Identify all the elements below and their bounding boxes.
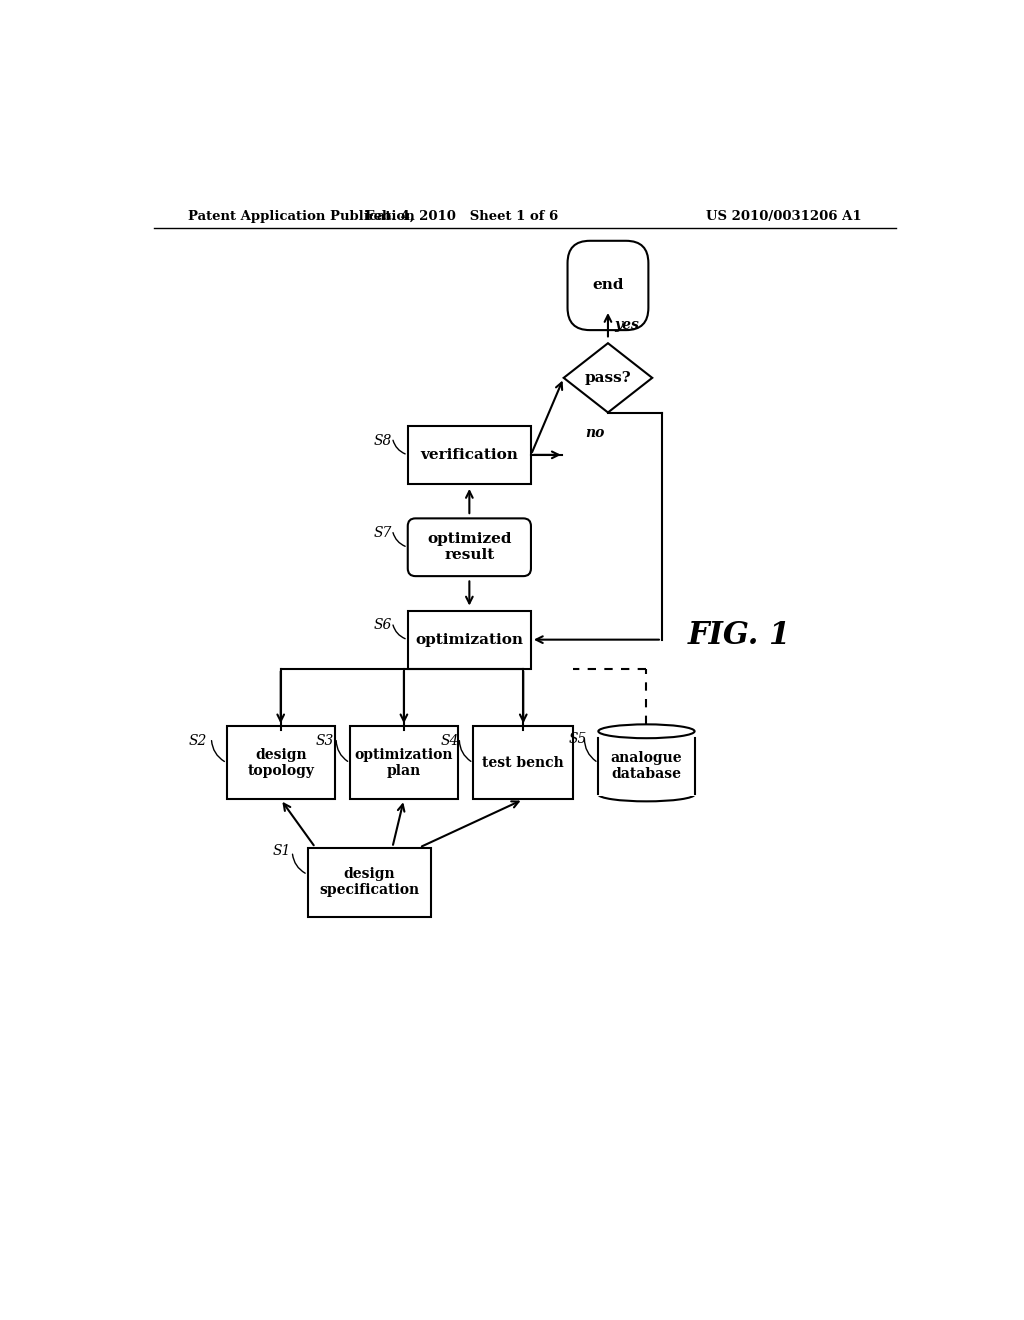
Text: FIG. 1: FIG. 1	[687, 620, 791, 651]
Text: no: no	[585, 426, 604, 441]
Text: end: end	[592, 279, 624, 293]
Text: S3: S3	[315, 734, 334, 748]
Ellipse shape	[598, 725, 694, 738]
Text: S5: S5	[569, 733, 588, 746]
Text: verification: verification	[421, 447, 518, 462]
FancyBboxPatch shape	[567, 240, 648, 330]
Text: Feb. 4, 2010   Sheet 1 of 6: Feb. 4, 2010 Sheet 1 of 6	[365, 210, 558, 223]
FancyBboxPatch shape	[408, 519, 531, 576]
Text: test bench: test bench	[482, 756, 564, 770]
Text: analogue
database: analogue database	[610, 751, 682, 781]
Text: S4: S4	[441, 734, 459, 748]
Bar	[598, 738, 694, 795]
Bar	[597, 788, 696, 796]
Text: S8: S8	[373, 434, 391, 447]
Bar	[350, 726, 458, 800]
Text: S6: S6	[373, 619, 391, 632]
Text: yes: yes	[614, 318, 639, 333]
Text: Patent Application Publication: Patent Application Publication	[188, 210, 415, 223]
Text: design
topology: design topology	[247, 747, 314, 777]
Bar	[408, 611, 531, 668]
Text: S7: S7	[373, 527, 391, 540]
Text: S2: S2	[188, 734, 207, 748]
Bar	[408, 426, 531, 483]
Bar	[226, 726, 335, 800]
Polygon shape	[563, 343, 652, 412]
Bar	[473, 726, 573, 800]
Text: optimization
plan: optimization plan	[354, 747, 454, 777]
Bar	[307, 847, 431, 917]
Text: design
specification: design specification	[319, 867, 419, 898]
Text: S1: S1	[273, 843, 292, 858]
Text: optimized
result: optimized result	[427, 532, 512, 562]
Text: US 2010/0031206 A1: US 2010/0031206 A1	[707, 210, 862, 223]
Text: pass?: pass?	[585, 371, 631, 385]
Text: optimization: optimization	[416, 632, 523, 647]
